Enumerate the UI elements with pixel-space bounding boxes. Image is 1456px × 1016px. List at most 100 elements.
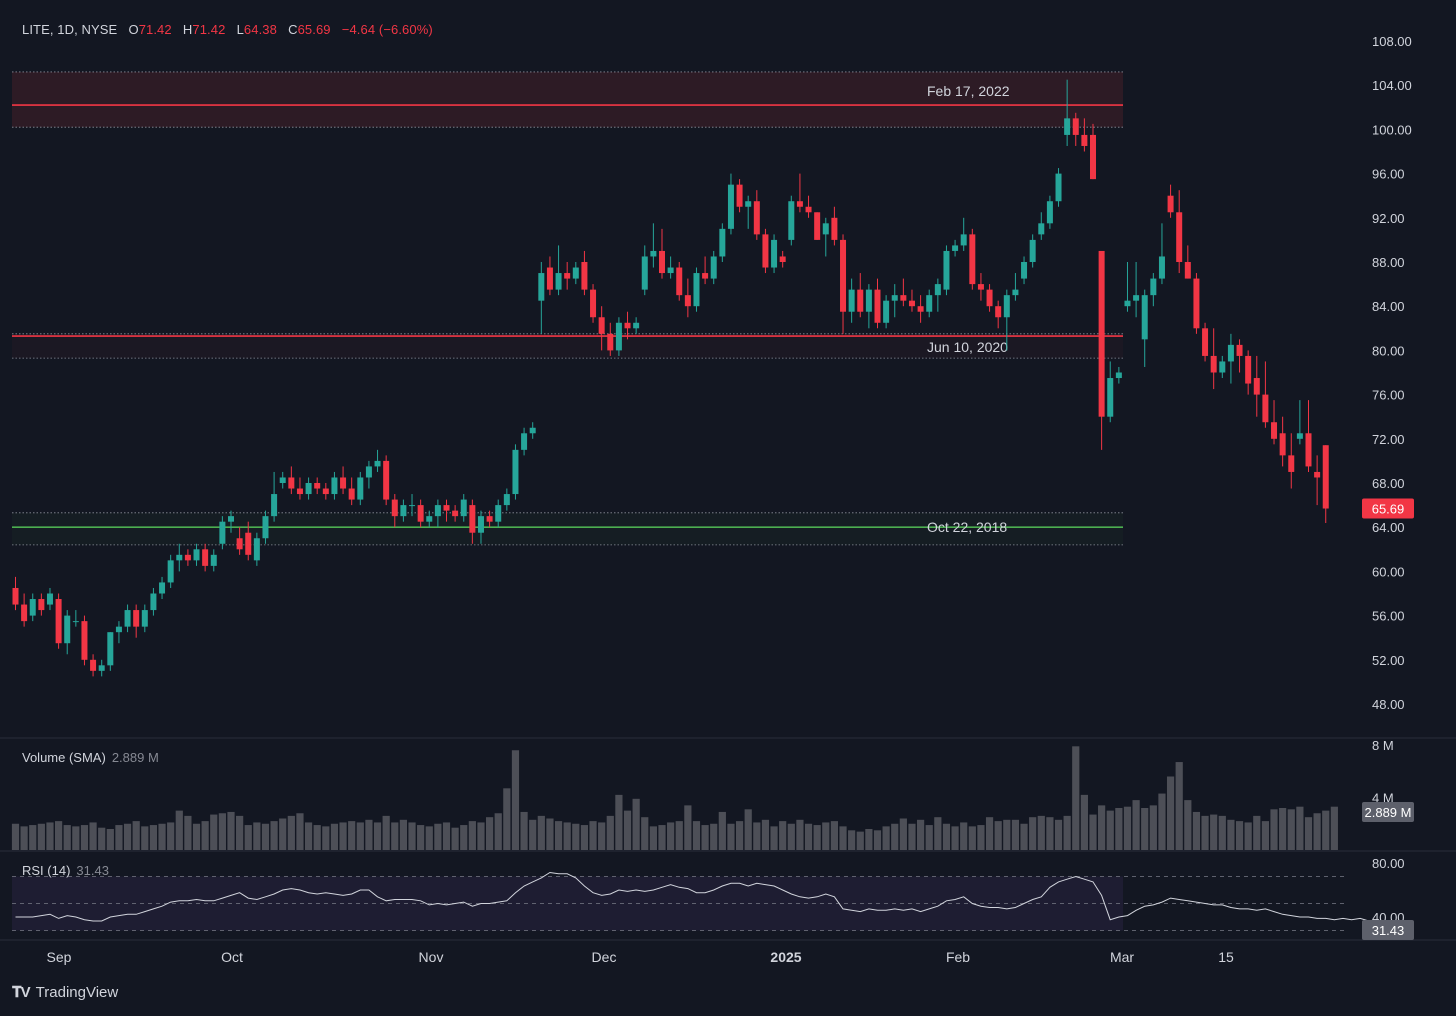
candle [38, 593, 45, 616]
volume-bar [511, 750, 520, 850]
candle [624, 311, 631, 340]
candle-body [1141, 295, 1148, 340]
candle [279, 471, 286, 489]
candle [176, 543, 183, 572]
candle-body [305, 483, 312, 495]
price-tick-label: 68.00 [1372, 476, 1405, 491]
candle [1046, 195, 1053, 229]
candle-body [607, 333, 614, 351]
volume-bar [1063, 815, 1071, 850]
volume-bar [994, 821, 1002, 850]
volume-bar [951, 826, 959, 850]
candle-body [1055, 173, 1062, 202]
volume-pane-title[interactable]: Volume (SMA) 2.889 M [22, 750, 159, 765]
candle-body [727, 184, 734, 229]
candle-body [417, 505, 424, 522]
volume-bar [873, 830, 882, 850]
candle-body [253, 538, 260, 561]
candle [1262, 361, 1269, 428]
volume-bar [72, 826, 80, 850]
candle-body [141, 610, 148, 627]
time-axis-label: Feb [946, 949, 970, 965]
candle-body [150, 593, 157, 611]
volume-bar [451, 827, 459, 850]
candle-body [12, 587, 19, 605]
volume-bar [417, 825, 425, 850]
symbol-label[interactable]: LITE, 1D, NYSE [22, 22, 118, 37]
candle [1288, 433, 1295, 489]
candle [796, 173, 803, 213]
time-axis-label: Nov [419, 949, 444, 965]
price-tick-label: 108.00 [1372, 34, 1412, 49]
candle [141, 604, 148, 633]
candle-body [900, 295, 907, 301]
candle [357, 471, 364, 506]
tradingview-brand[interactable]: 𝐓V TradingView [12, 984, 118, 1001]
volume-bar [632, 798, 640, 850]
volume-bar [813, 825, 821, 850]
volume-bar [882, 826, 890, 850]
volume-bar [985, 817, 994, 850]
candle [710, 250, 717, 285]
candle [995, 300, 1002, 329]
candle [986, 284, 993, 312]
candle-body [1072, 118, 1079, 135]
candle-body [167, 560, 174, 583]
candle [1064, 79, 1071, 146]
volume-bar [1089, 814, 1097, 850]
candle [1210, 328, 1217, 390]
candle [693, 267, 700, 312]
candle [891, 284, 898, 318]
candle-body [374, 460, 381, 467]
close-value: 65.69 [297, 22, 331, 37]
rsi-line [15, 871, 1395, 930]
volume-bar [1210, 814, 1218, 850]
volume-bar [1261, 821, 1269, 850]
candle [1133, 262, 1140, 318]
zone-label: Oct 22, 2018 [927, 519, 1007, 535]
candle [288, 466, 295, 495]
candle [21, 593, 28, 627]
volume-bar [382, 815, 390, 850]
high-label: H [182, 22, 193, 37]
volume-bar [399, 819, 407, 850]
candle [1253, 355, 1260, 417]
candle [865, 284, 872, 329]
volume-bar [658, 825, 666, 850]
volume-bar [158, 823, 166, 850]
candle-body [814, 212, 821, 240]
candle-body [271, 494, 278, 517]
candle-body [331, 477, 338, 495]
volume-bar [908, 823, 916, 850]
volume-bar [1098, 805, 1106, 850]
candle [1038, 212, 1045, 240]
candle [434, 499, 441, 528]
candle [236, 527, 243, 555]
rsi-pane-title[interactable]: RSI (14) 31.43 [22, 863, 109, 878]
candle [960, 217, 967, 251]
candle [581, 250, 588, 296]
volume-bar [934, 817, 942, 850]
candle-body [702, 273, 709, 279]
candle [219, 516, 226, 550]
candle [762, 228, 769, 274]
candle-body [1167, 195, 1174, 213]
candle-body [581, 262, 588, 290]
volume-bar [339, 822, 347, 850]
volume-bar [408, 822, 416, 850]
candle [1202, 322, 1209, 362]
volume-bar [1322, 810, 1330, 850]
volume-bar [1296, 806, 1304, 850]
rsi-title: RSI (14) [22, 863, 71, 878]
candle-body [90, 659, 97, 671]
candle [1184, 245, 1191, 279]
candle-body [1176, 212, 1183, 262]
candle-body [357, 477, 364, 500]
volume-bar [554, 821, 563, 850]
candle-body [115, 626, 122, 633]
candle-body [1227, 344, 1234, 362]
volume-bar [477, 822, 485, 850]
volume-bar [468, 821, 476, 850]
candle-body [719, 228, 726, 257]
